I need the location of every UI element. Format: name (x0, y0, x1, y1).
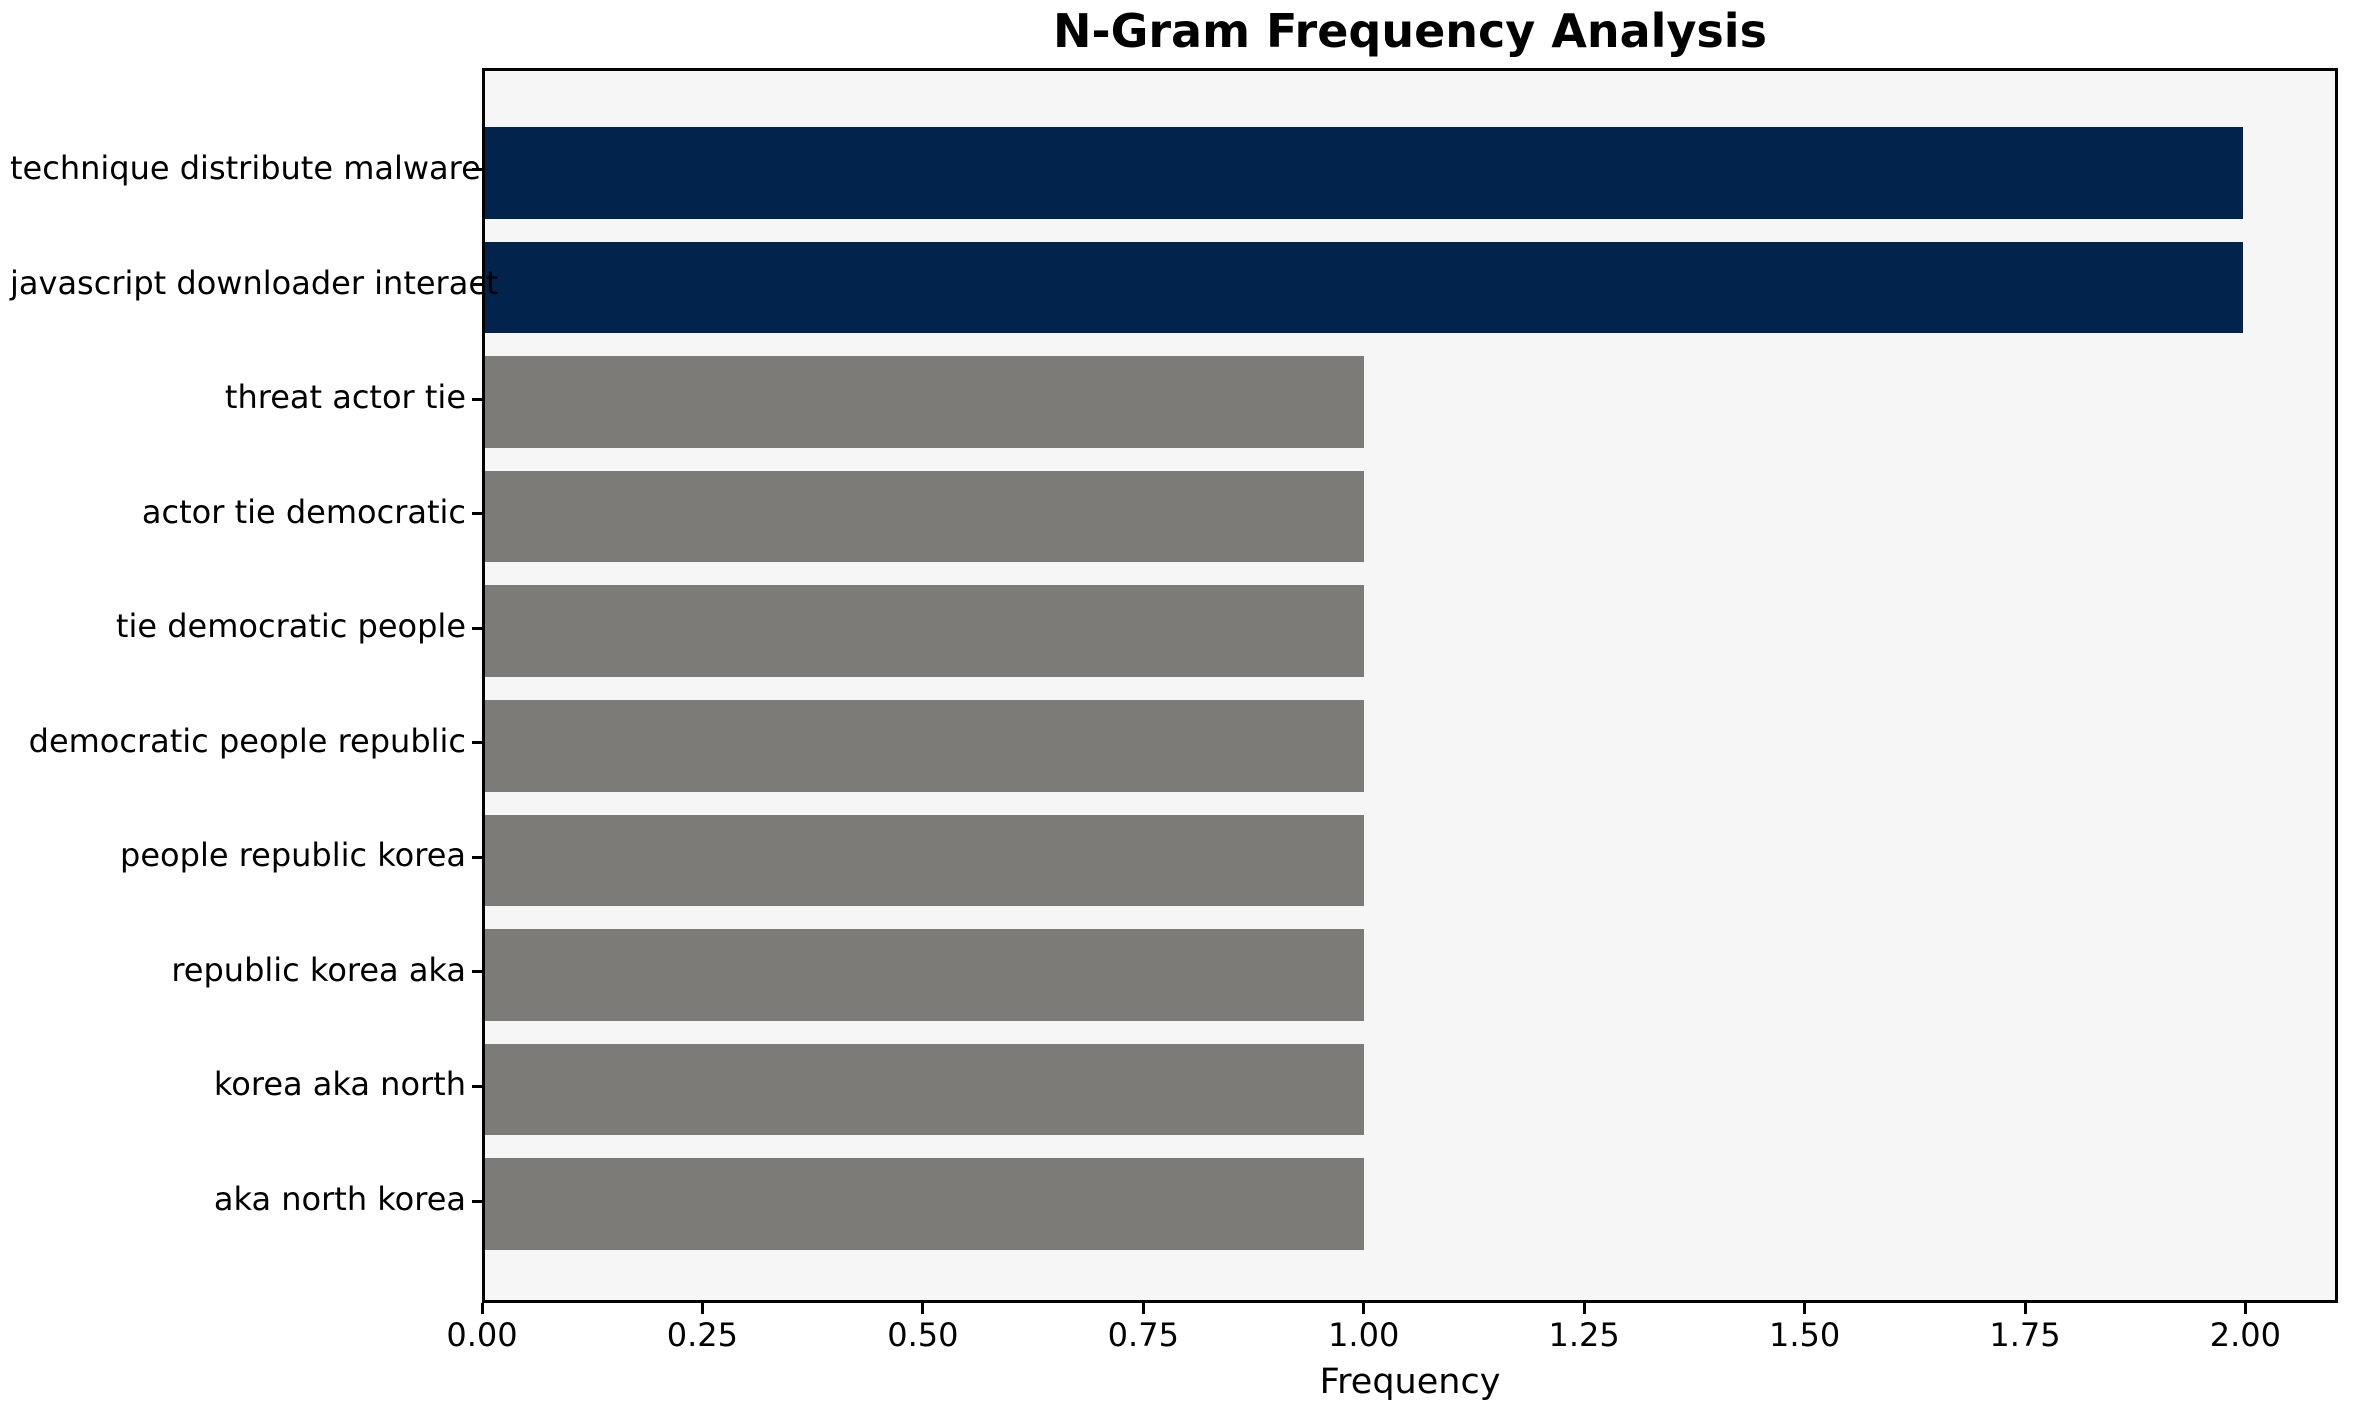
x-tick-label: 2.00 (2209, 1316, 2282, 1354)
bar (485, 700, 1364, 792)
bar (485, 241, 2243, 334)
x-tick-mark (480, 1303, 484, 1314)
y-tick-mark (472, 741, 482, 745)
bar (485, 1158, 1364, 1250)
x-tick-mark (2243, 1303, 2247, 1314)
y-tick-label: people republic korea (120, 836, 466, 875)
y-tick-mark (472, 970, 482, 974)
x-tick-label: 0.75 (1107, 1316, 1179, 1354)
y-tick-mark (472, 397, 482, 401)
y-tick-label: actor tie democratic (141, 492, 466, 531)
bar (485, 356, 1364, 448)
y-tick-mark (472, 855, 482, 859)
y-tick-label: democratic people republic (28, 721, 466, 760)
y-tick-mark (472, 168, 482, 172)
y-tick-label: aka north korea (213, 1180, 466, 1219)
bar (485, 814, 1364, 907)
x-axis-label: Frequency (1319, 1362, 1501, 1402)
x-tick-label: 1.50 (1768, 1316, 1841, 1354)
x-tick-label: 1.25 (1548, 1316, 1620, 1354)
bar (485, 929, 1364, 1021)
chart-title: N-Gram Frequency Analysis (1053, 4, 1767, 58)
plot-area (482, 68, 2338, 1303)
bar (485, 585, 1364, 678)
x-tick-mark (2023, 1303, 2027, 1314)
y-tick-mark (472, 1199, 482, 1203)
x-tick-mark (921, 1303, 925, 1314)
x-tick-label: 0.50 (887, 1316, 959, 1354)
x-tick-label: 1.75 (1989, 1316, 2061, 1354)
y-tick-mark (472, 283, 482, 287)
y-tick-label: tie democratic people (115, 607, 466, 646)
y-tick-mark (472, 1084, 482, 1088)
y-tick-mark (472, 512, 482, 516)
y-tick-label: republic korea aka (171, 950, 466, 989)
x-tick-mark (1141, 1303, 1145, 1314)
x-tick-label: 0.25 (666, 1316, 739, 1354)
x-tick-label: 0.00 (446, 1316, 518, 1354)
y-tick-label: threat actor tie (224, 378, 466, 417)
bar (485, 470, 1364, 563)
y-tick-label: korea aka north (213, 1065, 466, 1104)
y-tick-label: technique distribute malware (10, 148, 481, 187)
bar (485, 1043, 1364, 1136)
x-tick-label: 1.00 (1328, 1316, 1400, 1354)
x-tick-mark (1803, 1303, 1807, 1314)
x-tick-mark (1362, 1303, 1366, 1314)
x-tick-mark (700, 1303, 704, 1314)
y-tick-mark (472, 626, 482, 630)
x-tick-mark (1582, 1303, 1586, 1314)
y-tick-label: javascript downloader interact (10, 263, 499, 302)
bar (485, 127, 2243, 219)
